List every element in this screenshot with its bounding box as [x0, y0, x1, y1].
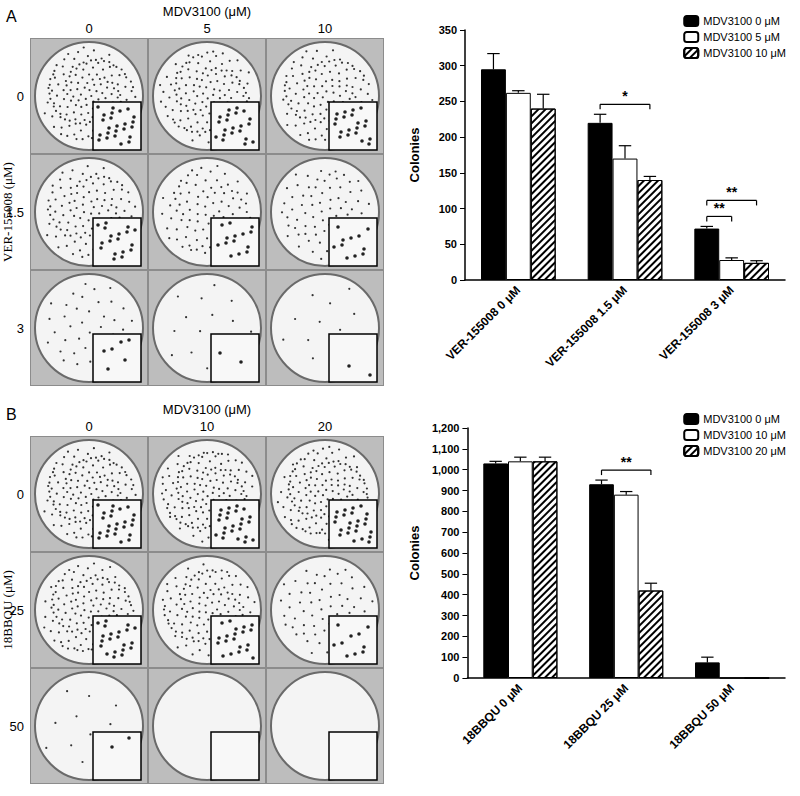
svg-text:300: 300 [441, 610, 459, 622]
svg-text:Colonies: Colonies [407, 526, 422, 581]
svg-text:MDV3100 (μM): MDV3100 (μM) [163, 4, 251, 19]
svg-text:MDV3100 20 μM: MDV3100 20 μM [703, 445, 786, 457]
svg-text:18BBQU (μM): 18BBQU (μM) [0, 570, 15, 650]
svg-text:600: 600 [441, 547, 459, 559]
svg-text:350: 350 [439, 24, 457, 36]
svg-text:MDV3100 5 μM: MDV3100 5 μM [703, 31, 780, 43]
svg-text:1,000: 1,000 [432, 464, 460, 476]
svg-text:100: 100 [441, 651, 459, 663]
svg-text:250: 250 [439, 95, 457, 107]
svg-text:**: ** [621, 454, 632, 470]
svg-text:Colonies: Colonies [407, 128, 422, 183]
svg-text:18BBQU 0 μM: 18BBQU 0 μM [459, 681, 525, 747]
svg-text:1,100: 1,100 [432, 443, 460, 455]
svg-text:10: 10 [318, 21, 332, 36]
svg-text:50: 50 [10, 719, 24, 734]
svg-text:100: 100 [439, 203, 457, 215]
svg-text:VER-155008 1.5 μM: VER-155008 1.5 μM [543, 283, 630, 370]
svg-text:200: 200 [439, 131, 457, 143]
svg-text:300: 300 [439, 60, 457, 72]
svg-text:200: 200 [441, 630, 459, 642]
svg-text:0: 0 [17, 487, 24, 502]
svg-text:1.5: 1.5 [6, 205, 24, 220]
svg-text:700: 700 [441, 526, 459, 538]
svg-text:50: 50 [445, 238, 457, 250]
svg-text:3: 3 [17, 321, 24, 336]
svg-text:900: 900 [441, 485, 459, 497]
svg-text:A: A [6, 8, 17, 25]
svg-text:**: ** [726, 184, 737, 200]
svg-text:MDV3100 10 μM: MDV3100 10 μM [703, 429, 786, 441]
svg-text:VER-155008 3 μM: VER-155008 3 μM [657, 283, 737, 363]
svg-text:0: 0 [85, 21, 92, 36]
svg-text:MDV3100 (μM): MDV3100 (μM) [163, 402, 251, 417]
svg-text:0: 0 [451, 274, 457, 286]
svg-text:MDV3100 0 μM: MDV3100 0 μM [703, 15, 780, 27]
svg-text:150: 150 [439, 167, 457, 179]
svg-text:1,200: 1,200 [432, 422, 460, 434]
svg-text:VER-155008 (μM): VER-155008 (μM) [0, 162, 15, 262]
svg-text:18BBQU 25 μM: 18BBQU 25 μM [561, 681, 632, 752]
svg-text:800: 800 [441, 505, 459, 517]
svg-text:20: 20 [318, 419, 332, 434]
svg-text:**: ** [714, 200, 725, 216]
svg-text:MDV3100 0 μM: MDV3100 0 μM [703, 413, 780, 425]
svg-text:0: 0 [453, 672, 459, 684]
svg-text:0: 0 [85, 419, 92, 434]
svg-text:0: 0 [17, 89, 24, 104]
svg-text:*: * [622, 88, 628, 104]
svg-text:500: 500 [441, 568, 459, 580]
svg-text:MDV3100 10 μM: MDV3100 10 μM [703, 47, 786, 59]
svg-text:400: 400 [441, 589, 459, 601]
svg-text:B: B [6, 406, 17, 423]
svg-text:5: 5 [203, 21, 210, 36]
svg-text:25: 25 [10, 603, 24, 618]
svg-text:10: 10 [200, 419, 214, 434]
svg-text:18BBQU 50 μM: 18BBQU 50 μM [666, 681, 737, 752]
svg-text:VER-155008 0 μM: VER-155008 0 μM [443, 283, 523, 363]
